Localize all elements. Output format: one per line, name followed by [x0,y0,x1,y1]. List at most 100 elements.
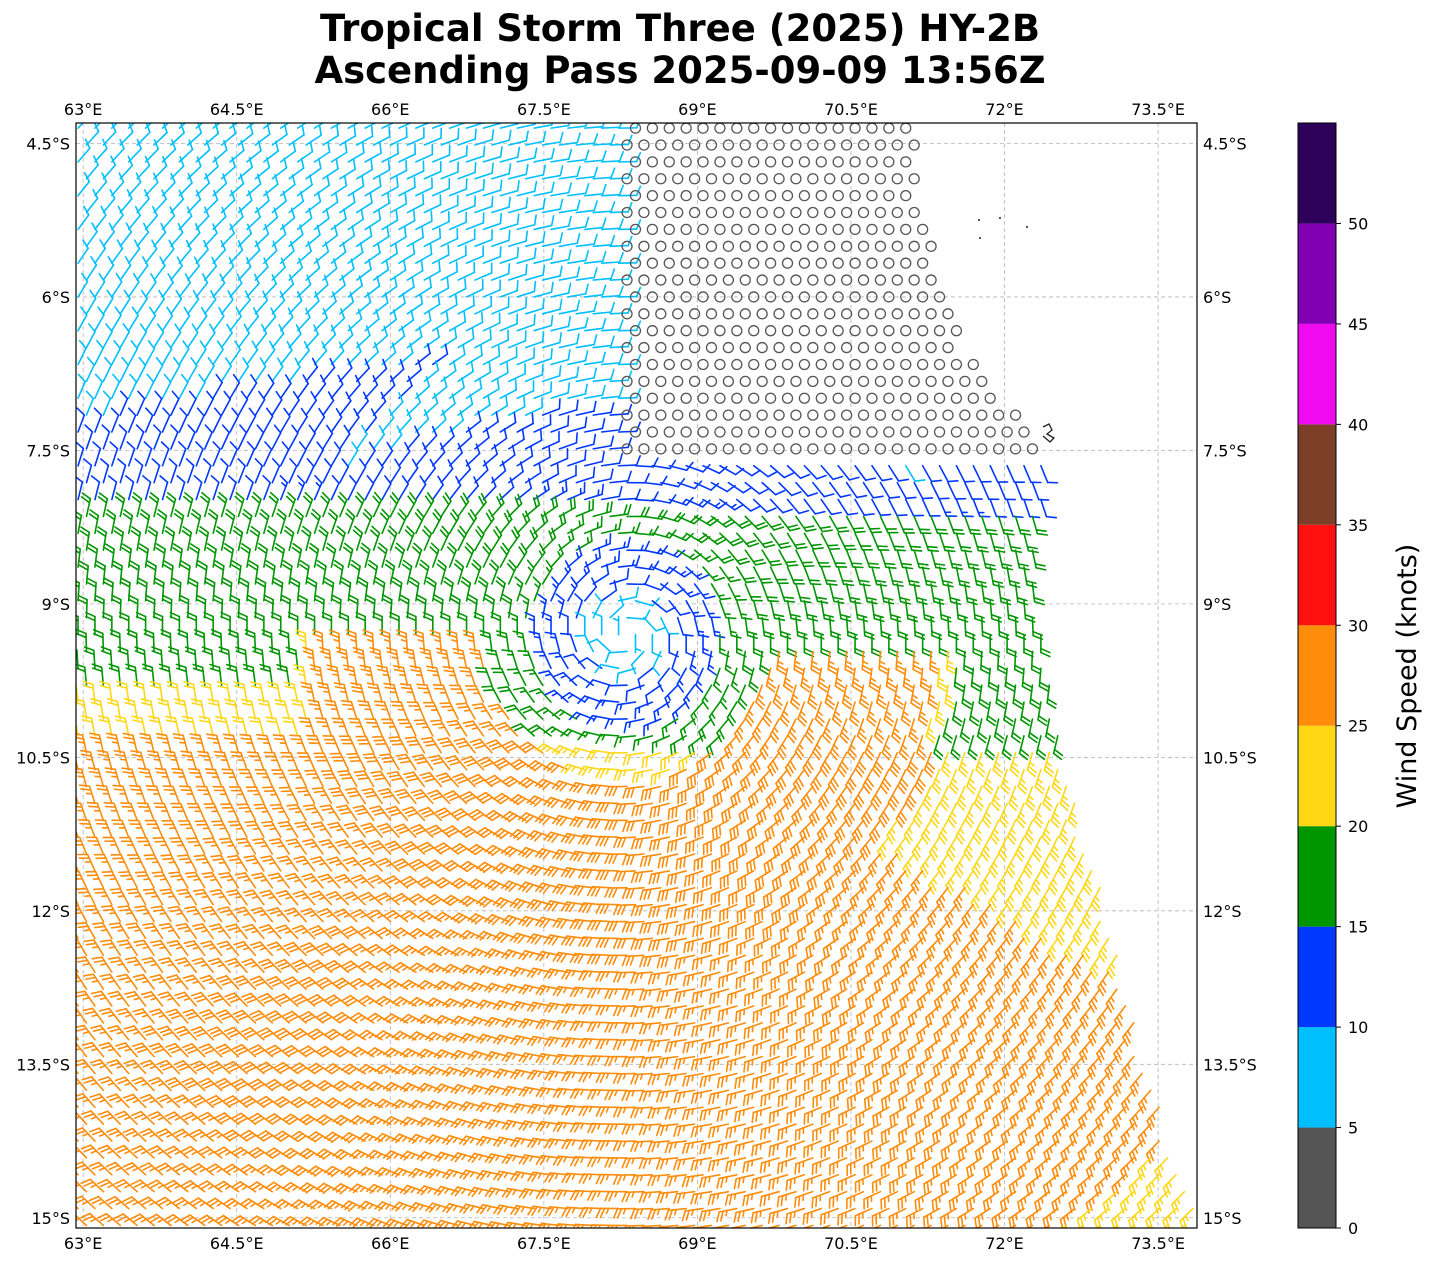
wind-barb [577,800,603,812]
wind-barb [592,501,613,518]
wind-barb [524,396,543,416]
wind-barb [900,920,915,945]
wind-barb [660,751,679,771]
wind-barb [117,458,127,484]
wind-barb [263,140,279,163]
wind-barb [671,701,687,725]
wind-barb [465,476,480,501]
calm-wind-marker [638,139,650,151]
wind-barb [623,718,645,734]
wind-barb [318,838,341,855]
wind-barb [980,481,1000,501]
wind-barb [90,697,105,720]
wind-barb [87,543,99,568]
calm-wind-marker [680,156,692,168]
wind-barb [1042,785,1053,812]
wind-barb [279,441,290,467]
wind-barb [176,888,198,906]
lat-tick-label-right: 13.5°S [1203,1055,1257,1074]
wind-barb [838,1005,856,1026]
wind-barb [457,459,472,484]
wind-barb [168,871,189,889]
wind-barb [308,925,333,940]
wind-barb [879,583,895,605]
wind-barb [699,1106,721,1122]
wind-barb [216,940,240,957]
wind-barb [710,887,730,906]
wind-barb [1029,937,1042,963]
wind-barb [448,442,463,467]
wind-barb [595,971,620,982]
wind-barb [184,871,206,889]
wind-barb [389,458,402,484]
wind-barb [726,701,738,727]
wind-barb [85,836,105,855]
wind-barb [657,667,671,693]
wind-barb [76,580,80,602]
wind-barb [537,593,547,619]
calm-wind-marker [638,240,650,252]
wind-barb [446,542,457,568]
wind-barb [734,1072,755,1090]
wind-barb [959,971,975,996]
wind-barb [200,491,211,518]
wind-barb [649,802,671,819]
wind-barb [621,887,645,900]
wind-barb [364,209,382,231]
wind-barb [761,1022,780,1041]
wind-barb [819,751,832,778]
wind-barb [665,903,687,920]
wind-barb [538,670,561,687]
calm-wind-marker [663,257,675,269]
wind-barb [685,566,710,580]
wind-barb [76,1171,79,1176]
wind-barb [203,290,217,315]
wind-barb [299,976,324,990]
wind-barb [401,806,426,822]
wind-barb [148,1076,172,1092]
wind-barb [107,475,118,501]
wind-barb [574,593,583,619]
wind-barb [575,561,591,585]
wind-barb [372,259,390,281]
wind-barb [769,566,789,585]
calm-wind-marker [748,392,760,404]
wind-barb [389,491,400,518]
wind-barb [947,549,964,570]
wind-barb [127,373,138,400]
wind-barb [604,920,628,932]
wind-barb [862,481,884,499]
calm-wind-marker [655,409,667,421]
wind-barb [399,594,410,619]
wind-barb [778,583,796,603]
calm-wind-marker [621,341,633,354]
wind-barb [811,1190,831,1209]
wind-barb [219,837,240,855]
wind-barb [265,1078,290,1092]
calm-wind-marker [798,189,811,202]
wind-barb [102,222,115,248]
wind-barb [136,356,147,383]
wind-barb [1027,718,1039,744]
wind-barb [604,887,628,898]
wind-barb [223,1026,248,1041]
wind-barb [96,526,108,551]
wind-barb [499,542,510,568]
wind-barb [423,227,442,248]
wind-barb [1022,887,1034,913]
wind-barb [967,735,978,761]
wind-barb [276,664,290,687]
wind-barb [115,1042,138,1058]
calm-wind-marker [849,325,861,337]
wind-barb [744,549,767,566]
calm-wind-marker [748,325,760,337]
calm-wind-marker [798,358,811,371]
wind-barb [335,646,350,670]
calm-wind-marker [621,409,633,421]
wind-barb [442,1100,468,1111]
wind-barb [934,701,946,727]
wind-barb [254,290,268,315]
wind-barb [509,828,535,841]
wind-barb [548,651,569,670]
wind-barb [980,515,999,536]
